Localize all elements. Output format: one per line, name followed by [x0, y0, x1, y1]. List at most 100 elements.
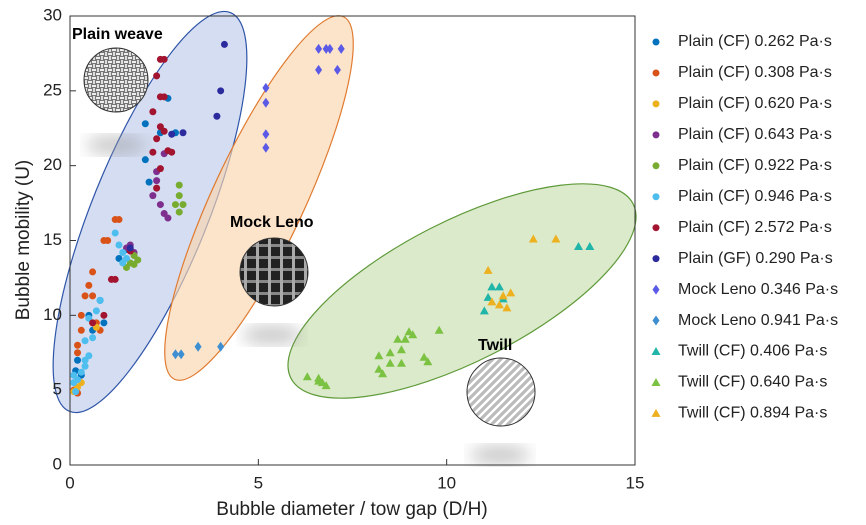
point: [153, 72, 160, 79]
point: [168, 149, 175, 156]
shadow: [242, 325, 302, 345]
legend-marker: [652, 378, 661, 386]
point: [89, 319, 96, 326]
annotation: Plain weave: [72, 26, 163, 43]
point: [153, 177, 160, 184]
legend-marker: [653, 100, 660, 107]
point: [153, 135, 160, 142]
y-tick-label: 20: [43, 155, 62, 174]
x-tick-label: 0: [65, 473, 74, 492]
legend-text: Plain (GF) 0.290 Pa·s: [678, 250, 833, 267]
legend-marker: [653, 69, 660, 76]
point: [221, 41, 228, 48]
legend-text: Plain (CF) 0.262 Pa·s: [678, 33, 832, 50]
point: [149, 108, 156, 115]
point: [74, 349, 81, 356]
legend-marker: [653, 224, 660, 231]
point: [131, 261, 138, 268]
y-tick-label: 30: [43, 5, 62, 24]
x-tick-label: 10: [437, 473, 456, 492]
plain-icon: [84, 48, 148, 112]
legend-text: Plain (CF) 0.620 Pa·s: [678, 95, 832, 112]
legend-marker: [652, 347, 661, 355]
point: [82, 357, 89, 364]
point: [78, 312, 85, 319]
point: [89, 334, 96, 341]
legend-marker: [653, 285, 660, 295]
point: [176, 209, 183, 216]
twill-ellipse: [259, 141, 665, 440]
point: [119, 249, 126, 256]
point: [161, 128, 168, 135]
point: [217, 87, 224, 94]
annotation: Twill: [478, 337, 512, 354]
point: [180, 201, 187, 208]
point: [70, 379, 77, 386]
point: [78, 327, 85, 334]
point: [157, 201, 164, 208]
point: [82, 363, 89, 370]
legend-text: Plain (CF) 0.922 Pa·s: [678, 157, 832, 174]
point: [70, 372, 77, 379]
point: [74, 342, 81, 349]
legend-marker: [653, 193, 660, 200]
x-tick-label: 5: [254, 473, 263, 492]
point: [149, 192, 156, 199]
point: [168, 131, 175, 138]
legend-text: Twill (CF) 0.894 Pa·s: [678, 405, 827, 422]
point: [100, 312, 107, 319]
point: [89, 268, 96, 275]
legend-marker: [653, 255, 660, 262]
y-tick-label: 0: [53, 454, 62, 473]
legend-text: Twill (CF) 0.406 Pa·s: [678, 343, 827, 360]
x-tick-label: 15: [626, 473, 645, 492]
point: [100, 237, 107, 244]
point: [142, 120, 149, 127]
point: [100, 319, 107, 326]
point: [74, 357, 81, 364]
point: [161, 93, 168, 100]
point: [164, 215, 171, 222]
point: [142, 156, 149, 163]
point: [97, 297, 104, 304]
legend-text: Plain (CF) 0.946 Pa·s: [678, 188, 832, 205]
point: [180, 129, 187, 136]
point: [127, 244, 134, 251]
twill-icon: [467, 358, 535, 426]
point: [153, 185, 160, 192]
leno-icon: [240, 238, 308, 306]
point: [112, 216, 119, 223]
shadow: [470, 445, 530, 465]
point: [213, 113, 220, 120]
legend-text: Mock Leno 0.346 Pa·s: [678, 281, 838, 298]
point: [115, 241, 122, 248]
annotation: Mock Leno: [230, 214, 314, 231]
point: [93, 307, 100, 314]
x-axis-label: Bubble diameter / tow gap (D/H): [216, 499, 487, 520]
y-axis-label: Bubble mobility (U): [13, 160, 34, 321]
y-tick-label: 10: [43, 305, 62, 324]
y-tick-label: 25: [43, 80, 62, 99]
point: [161, 56, 168, 63]
point: [89, 292, 96, 299]
point: [176, 182, 183, 189]
point: [85, 282, 92, 289]
y-tick-label: 15: [43, 230, 62, 249]
legend-text: Twill (CF) 0.640 Pa·s: [678, 374, 827, 391]
point: [82, 337, 89, 344]
point: [172, 201, 179, 208]
point: [176, 192, 183, 199]
point: [157, 165, 164, 172]
point: [72, 388, 79, 395]
point: [123, 255, 130, 262]
legend-text: Plain (CF) 2.572 Pa·s: [678, 219, 832, 236]
point: [82, 292, 89, 299]
legend-marker: [653, 162, 660, 169]
legend-text: Plain (CF) 0.308 Pa·s: [678, 64, 832, 81]
legend-text: Mock Leno 0.941 Pa·s: [678, 312, 838, 329]
legend-text: Plain (CF) 0.643 Pa·s: [678, 126, 832, 143]
point: [146, 179, 153, 186]
y-tick-label: 5: [53, 380, 62, 399]
point: [149, 149, 156, 156]
legend-marker: [653, 39, 660, 46]
